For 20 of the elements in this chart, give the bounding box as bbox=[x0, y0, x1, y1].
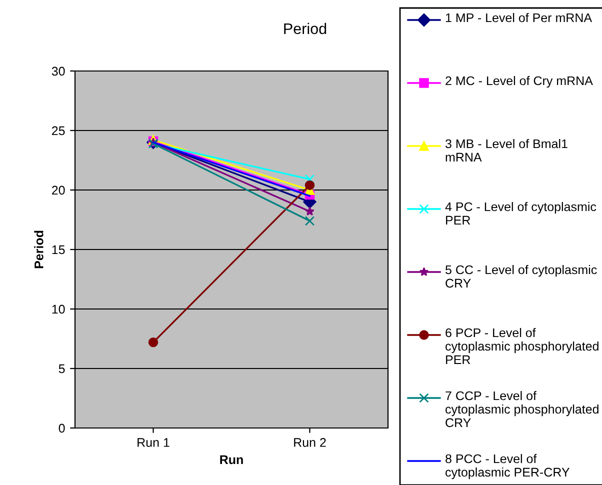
x-tick-label: Run 2 bbox=[294, 438, 326, 447]
y-tick-label: 20 bbox=[52, 186, 65, 195]
y-tick-label: 25 bbox=[52, 126, 65, 136]
x-tick-label: Run 1 bbox=[138, 438, 170, 447]
y-tick-label: 10 bbox=[52, 304, 65, 314]
y-tick-label: 15 bbox=[52, 245, 65, 254]
legend-label: 6 PCP - Level of cytoplasmic phosphorylated PER bbox=[446, 328, 598, 364]
legend-label: 8 PCC - Level of cytoplasmic PER-CRY bbox=[446, 454, 570, 480]
legend-label: 5 CC - Level of cytoplasmic CRY bbox=[446, 265, 597, 288]
legend-label: 7 CCP - Level of cytoplasmic phosphorylated CRY bbox=[446, 391, 598, 428]
y-tick-label: 30 bbox=[52, 66, 65, 76]
legend-label: 4 PC - Level of cytoplasmic PER bbox=[445, 202, 596, 225]
x-axis-title: Run bbox=[220, 455, 243, 464]
y-axis-title: Period bbox=[34, 230, 44, 268]
legend-label: 3 MB - Level of Bmal1 mRNA bbox=[445, 139, 568, 162]
y-tick-label: 5 bbox=[58, 364, 65, 374]
legend-label: 2 MC - Level of Cry mRNA bbox=[446, 76, 593, 88]
y-tick-label: 0 bbox=[58, 424, 65, 433]
legend-label: 1 MP - Level of Per mRNA bbox=[446, 13, 592, 22]
chart-title: Period bbox=[284, 22, 326, 34]
